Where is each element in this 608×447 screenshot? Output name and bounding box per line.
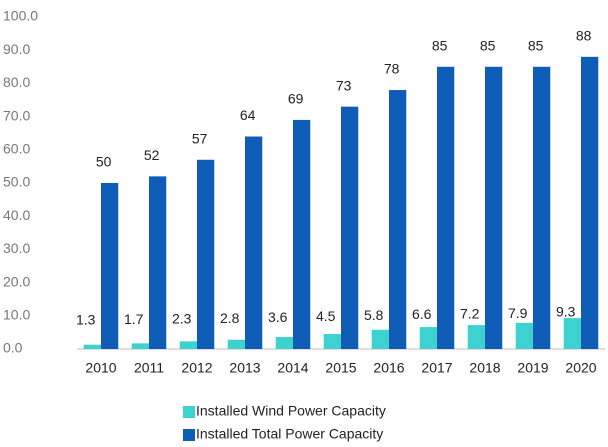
x-tick-label: 2019 (517, 360, 548, 376)
bar (389, 90, 407, 349)
data-label: 7.9 (508, 305, 528, 321)
bar (533, 66, 551, 350)
y-tick-label: 50.0 (3, 174, 30, 190)
bar (485, 66, 503, 350)
y-tick-label: 40.0 (3, 207, 30, 223)
data-label: 1.7 (124, 311, 144, 327)
y-tick-label: 100.0 (3, 8, 38, 24)
x-tick-label: 2012 (181, 360, 212, 376)
data-label: 50 (96, 154, 112, 170)
x-tick-label: 2018 (469, 360, 500, 376)
data-label: 57 (192, 130, 208, 146)
bar (101, 183, 119, 349)
data-label: 3.6 (268, 309, 288, 325)
data-label: 4.5 (316, 308, 336, 324)
x-tick-label: 2010 (85, 360, 116, 376)
y-tick-label: 20.0 (3, 273, 30, 289)
bar (341, 106, 359, 349)
data-label: 85 (528, 38, 544, 54)
data-label: 73 (336, 77, 352, 93)
y-tick-label: 60.0 (3, 141, 30, 157)
data-label: 85 (432, 38, 448, 54)
data-label: 2.3 (172, 310, 192, 326)
x-tick-label: 2011 (134, 360, 164, 376)
x-tick-label: 2017 (421, 360, 452, 376)
bar (245, 136, 263, 349)
x-tick-label: 2020 (565, 360, 596, 376)
data-label: 6.6 (412, 306, 432, 322)
bar (581, 56, 599, 350)
bar (83, 344, 101, 349)
bar (149, 176, 167, 349)
bar (227, 339, 245, 349)
bar (179, 341, 197, 349)
bar (419, 327, 437, 349)
x-tick-label: 2013 (229, 360, 260, 376)
legend-swatch (183, 429, 195, 441)
y-tick-label: 10.0 (3, 307, 30, 323)
data-label: 69 (288, 91, 304, 107)
bar (515, 322, 533, 349)
data-label: 9.3 (556, 303, 576, 319)
y-tick-label: 0.0 (3, 340, 23, 356)
bar (131, 343, 149, 349)
data-label: 2.8 (220, 310, 240, 326)
x-tick-label: 2015 (325, 360, 356, 376)
data-label: 78 (384, 61, 400, 77)
x-tick-label: 2016 (373, 360, 404, 376)
y-tick-label: 30.0 (3, 240, 30, 256)
bar (197, 159, 215, 349)
bar (437, 66, 455, 350)
y-tick-label: 80.0 (3, 74, 30, 90)
data-label: 7.2 (460, 306, 480, 322)
data-label: 5.8 (364, 307, 384, 323)
data-label: 64 (240, 107, 256, 123)
legend-label: Installed Wind Power Capacity (196, 403, 386, 419)
y-tick-label: 90.0 (3, 41, 30, 57)
data-label: 85 (480, 38, 496, 54)
bar (563, 318, 581, 349)
x-tick-label: 2014 (277, 360, 308, 376)
bar (323, 334, 341, 349)
legend-swatch (183, 406, 195, 418)
bar (467, 325, 485, 349)
data-label: 88 (576, 28, 592, 44)
bar (371, 329, 389, 349)
bar (275, 337, 293, 349)
data-label: 52 (144, 147, 160, 163)
data-label: 1.3 (76, 311, 96, 327)
legend-label: Installed Total Power Capacity (196, 426, 383, 442)
bar (293, 119, 311, 349)
y-tick-label: 70.0 (3, 107, 30, 123)
